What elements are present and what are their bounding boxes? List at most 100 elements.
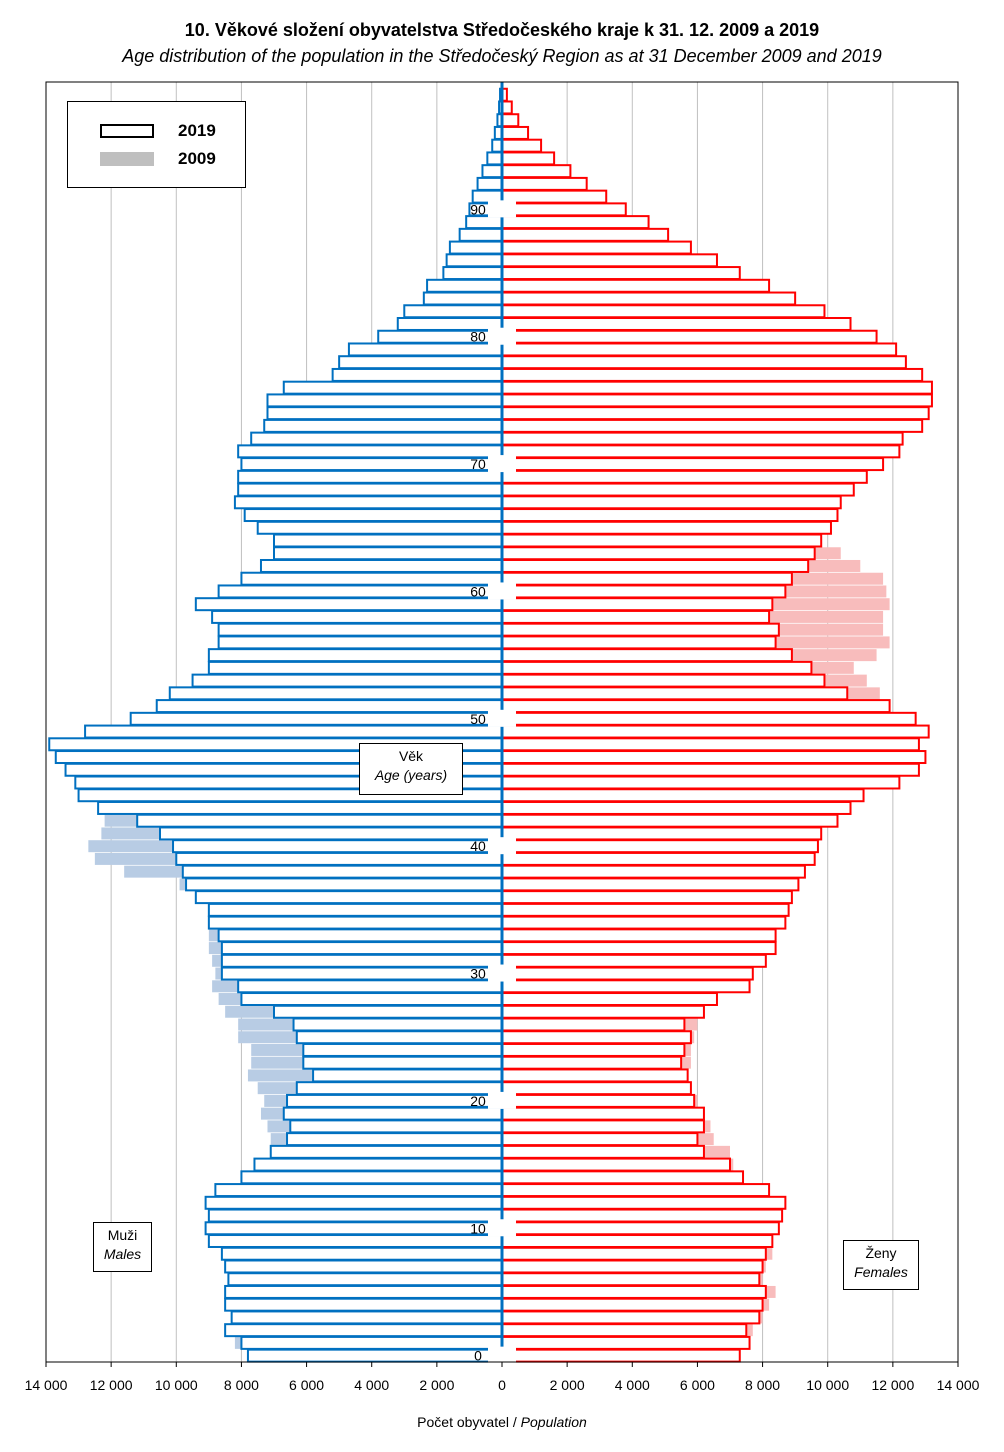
female-2019-bar: [501, 1170, 745, 1185]
female-2019-bar: [501, 800, 852, 815]
x-tick-label: 2 000: [550, 1377, 585, 1393]
males-2019-series: [48, 87, 504, 1363]
females-label-en: Females: [854, 1264, 908, 1280]
male-2019-bar: [282, 1106, 503, 1121]
female-2019-bar: [501, 444, 901, 459]
male-2019-bar: [168, 686, 503, 701]
female-2019-bar: [501, 291, 797, 306]
female-2019-bar: [501, 508, 839, 523]
male-2019-bar: [273, 533, 503, 548]
male-2019-bar: [220, 953, 503, 968]
male-2019-bar: [312, 1068, 504, 1083]
male-2019-bar: [214, 1183, 503, 1198]
age-tick-label: 70: [470, 456, 486, 472]
x-tick-label: 14 000: [25, 1377, 68, 1393]
female-2019-bar: [501, 113, 520, 128]
male-2019-bar: [240, 1170, 504, 1185]
female-2019-bar: [501, 469, 868, 484]
female-2019-bar: [501, 546, 816, 561]
female-2019-bar: [501, 367, 924, 382]
female-2019-bar: [501, 1221, 780, 1236]
female-2019-bar: [501, 699, 891, 714]
female-2019-bar: [501, 189, 608, 204]
male-2019-bar: [172, 839, 503, 854]
chart-title: 10. Věkové složení obyvatelstva Středoče…: [184, 20, 820, 40]
male-2019-bar: [217, 635, 503, 650]
x-tick-label: 0: [498, 1377, 506, 1393]
male-2019-bar: [237, 979, 504, 994]
female-2019-bar: [501, 839, 819, 854]
female-2019-bar: [501, 648, 793, 663]
female-2019-bar: [501, 966, 754, 981]
male-2019-bar: [458, 227, 503, 242]
legend-item-2009: 2009: [68, 149, 245, 169]
female-2019-bar: [501, 457, 885, 472]
female-2019-bar: [501, 635, 777, 650]
female-2019-bar: [501, 915, 787, 930]
male-2019-bar: [207, 915, 503, 930]
males-label-cs: Muži: [107, 1227, 138, 1243]
males-label-en: Males: [103, 1246, 142, 1262]
female-2019-bar: [501, 520, 832, 535]
legend-item-2019: 2019: [68, 121, 245, 141]
female-2019-bar: [501, 877, 800, 892]
male-2019-bar: [159, 826, 503, 841]
female-2019-bar: [501, 1081, 692, 1096]
male-2019-bar: [240, 992, 504, 1007]
age-tick-bg: [488, 1091, 516, 1109]
female-2019-bar: [501, 215, 650, 230]
female-2019-bar: [501, 1348, 741, 1363]
male-2019-bar: [155, 699, 503, 714]
female-2019-bar: [501, 380, 933, 395]
male-2019-bar: [227, 1272, 503, 1287]
male-2019-bar: [240, 571, 504, 586]
age-tick-bg: [488, 200, 516, 218]
age-tick-bg: [488, 582, 516, 600]
female-2019-bar: [501, 431, 904, 446]
male-2019-bar: [295, 1030, 503, 1045]
plot-frame: [45, 81, 959, 1367]
x-tick-label: 6 000: [680, 1377, 715, 1393]
legend-label: 2019: [178, 121, 216, 140]
male-2019-bar: [465, 215, 503, 230]
females-label-cs: Ženy: [865, 1245, 897, 1261]
age-label-cs: Věk: [398, 748, 424, 764]
male-2019-bar: [129, 711, 504, 726]
age-tick-bg: [488, 455, 516, 473]
male-2019-bar: [220, 941, 503, 956]
male-2019-bar: [331, 367, 503, 382]
age-axis-label: Věk Age (years): [359, 743, 463, 795]
female-2019-bar: [501, 1310, 761, 1325]
x-tick-label: 10 000: [155, 1377, 198, 1393]
male-2019-bar: [191, 673, 503, 688]
male-2019-bar: [181, 864, 504, 879]
x-tick-label: 2 000: [419, 1377, 454, 1393]
female-2019-bar: [501, 304, 826, 319]
female-2019-bar: [501, 813, 839, 828]
x-tick-label: 12 000: [871, 1377, 914, 1393]
male-2019-bar: [302, 1055, 504, 1070]
female-2019-bar: [501, 788, 865, 803]
female-2019-bar: [501, 1195, 787, 1210]
male-2019-bar: [266, 393, 503, 408]
male-2019-bar: [246, 1348, 503, 1363]
male-2019-bar: [273, 546, 503, 561]
male-2019-bar: [224, 1284, 503, 1299]
female-2019-bar: [501, 1055, 683, 1070]
age-tick-bg: [488, 709, 516, 727]
female-2019-bar: [501, 890, 793, 905]
male-2019-bar: [237, 469, 504, 484]
male-2019-bar: [217, 584, 503, 599]
x-axis-title-en: Population: [520, 1414, 587, 1430]
age-label-en: Age (years): [374, 767, 448, 783]
age-tick-bg: [488, 964, 516, 982]
legend-label: 2009: [178, 149, 216, 168]
male-2019-bar: [97, 800, 503, 815]
male-2019-bar: [194, 890, 503, 905]
male-2019-bar: [396, 317, 503, 331]
females-2019-series: [501, 87, 933, 1363]
female-2019-bar: [501, 622, 780, 637]
age-tick-label: 30: [470, 966, 486, 982]
legend-swatch-filled: [100, 152, 154, 166]
legend: 2019 2009: [67, 101, 246, 188]
